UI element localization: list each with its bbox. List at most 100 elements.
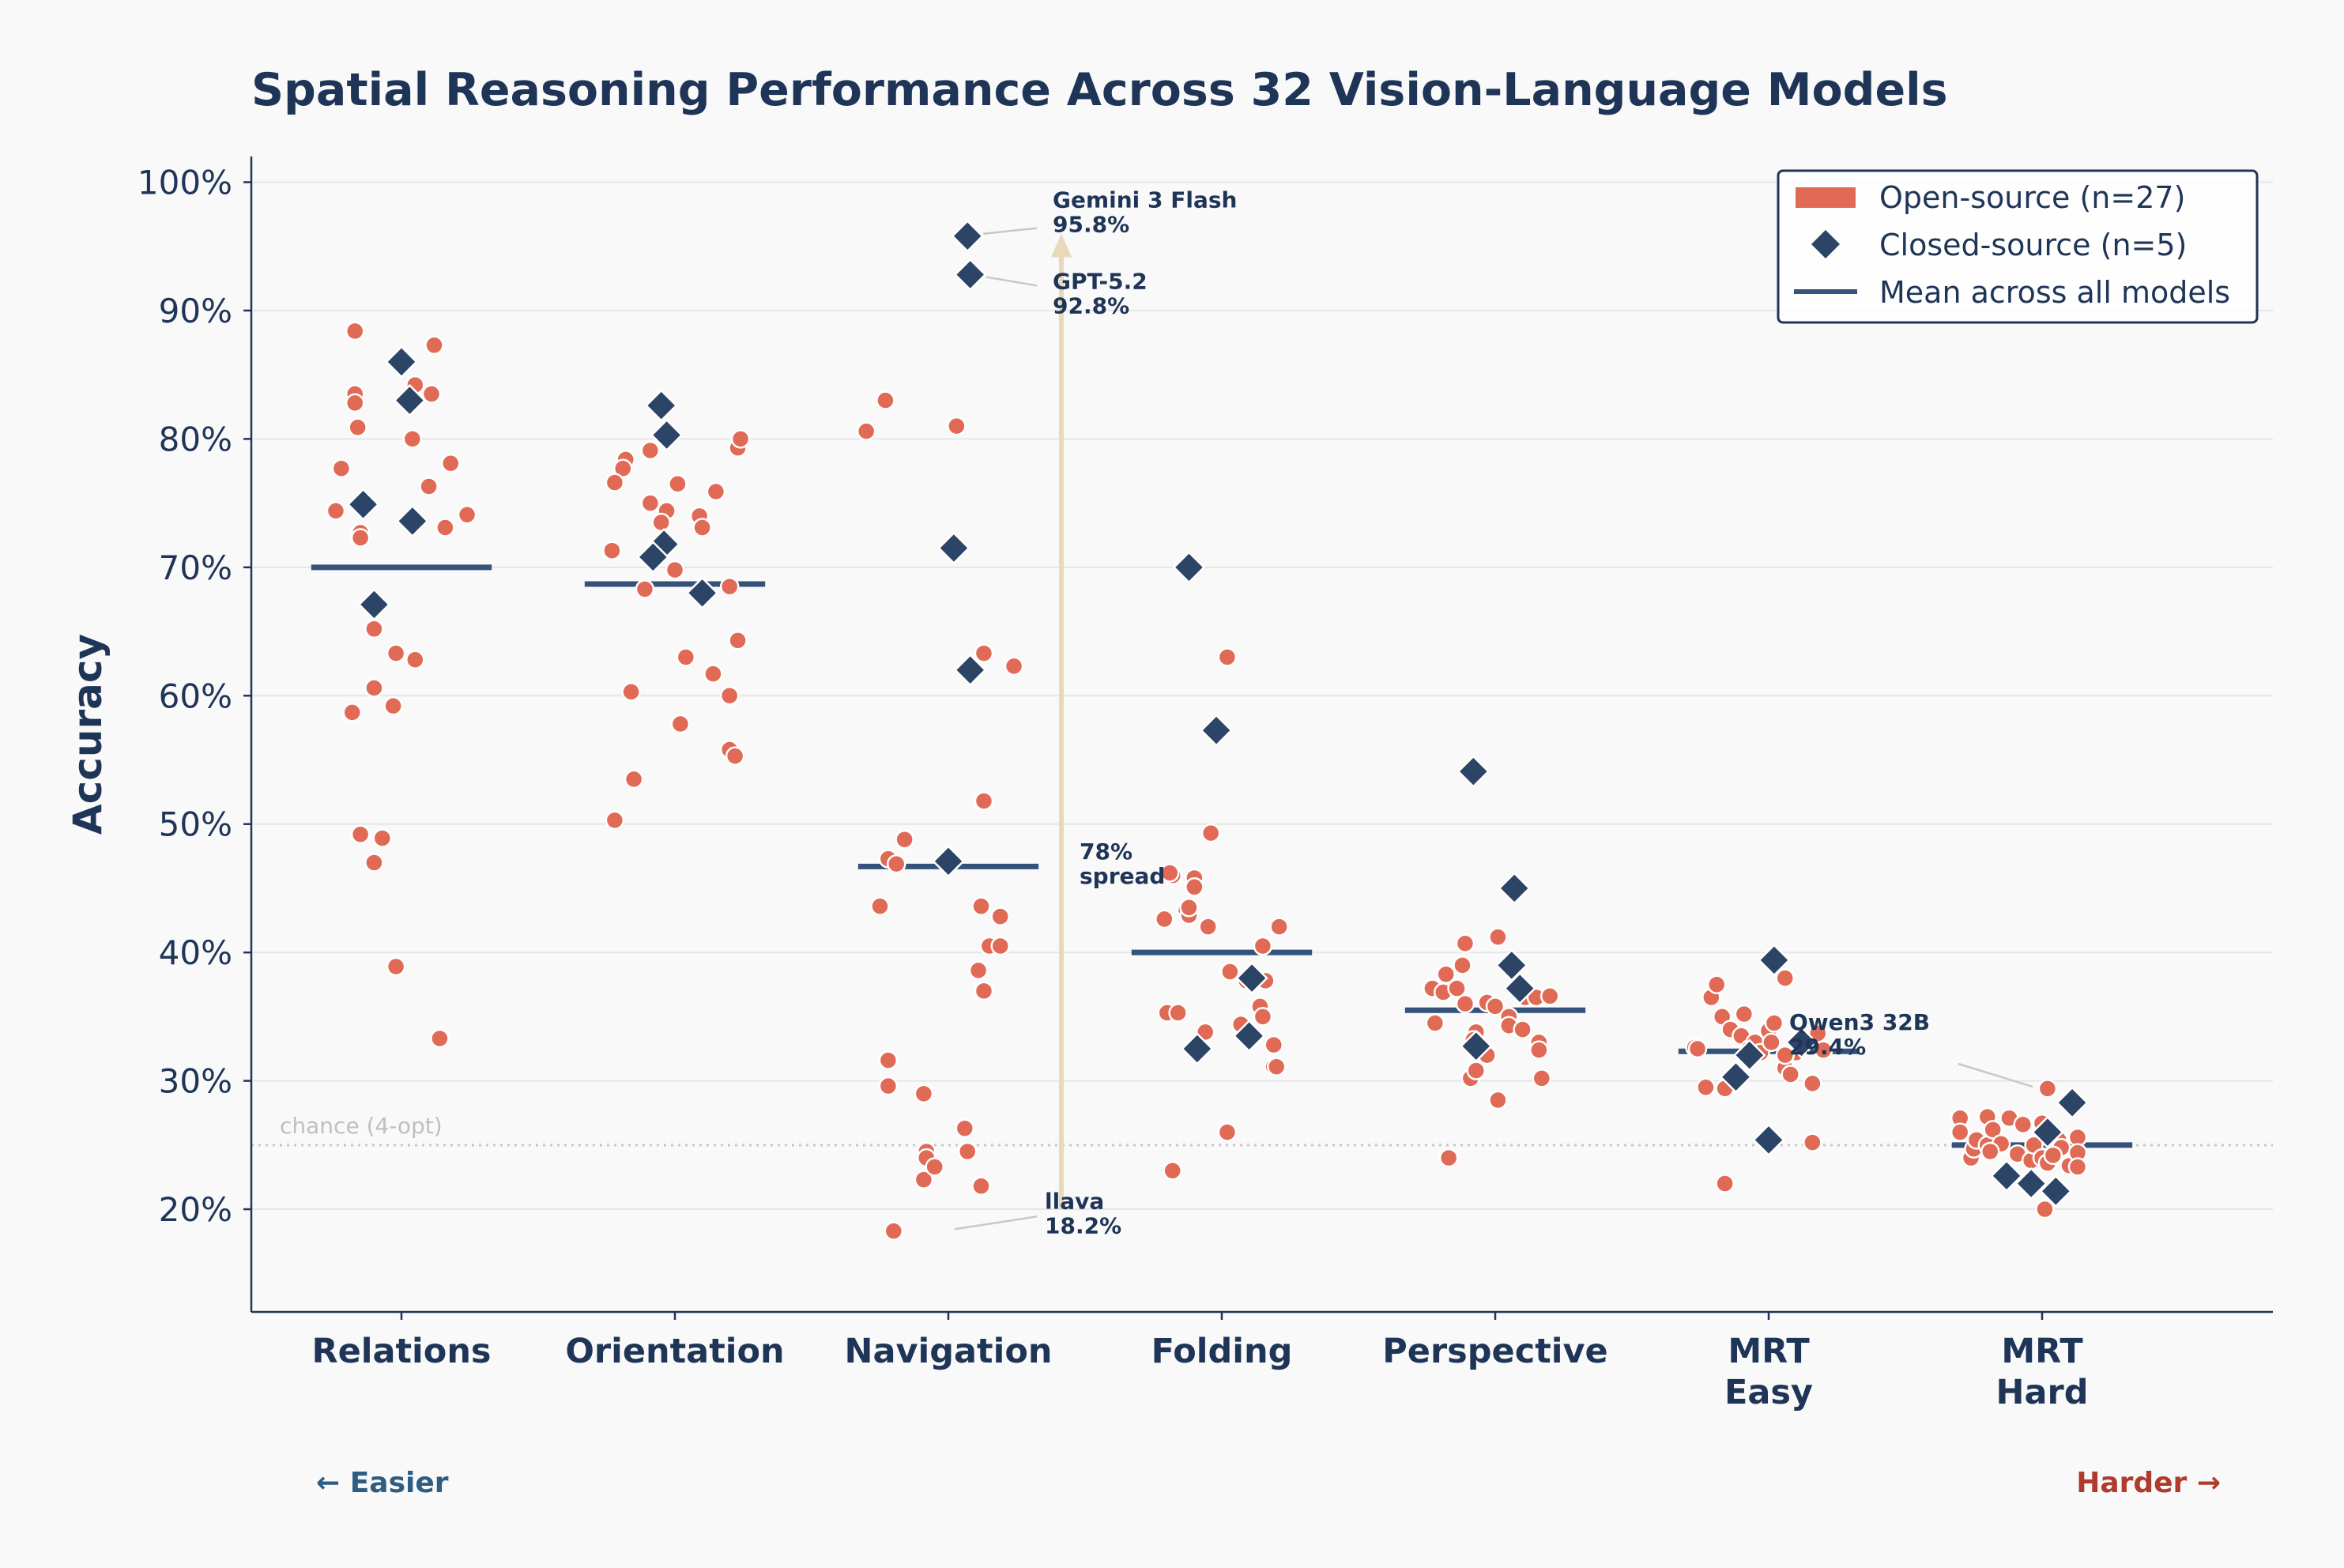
open-source-point (1983, 1120, 2003, 1140)
open-source-point (725, 746, 745, 766)
closed-source-point (1719, 1060, 1753, 1094)
open-source-point (386, 643, 406, 663)
closed-source-point (1758, 944, 1791, 977)
open-source-point (1813, 1040, 1833, 1060)
open-source-point (1687, 1038, 1708, 1059)
closed-source-point (937, 531, 970, 565)
open-source-point (1539, 986, 1560, 1006)
open-source-point (1453, 956, 1472, 975)
open-source-point (1185, 877, 1204, 897)
data-points (326, 219, 2089, 1241)
llava-leader (954, 1216, 1038, 1231)
open-source-point (2013, 1114, 2033, 1135)
open-source-point (405, 650, 425, 670)
x-tick-label: Navigation (844, 1332, 1052, 1371)
spread-arrow-group (1051, 233, 1072, 1210)
open-source-point (1466, 1061, 1487, 1080)
open-source-point (1198, 917, 1218, 937)
open-source-point (1160, 863, 1180, 883)
y-axis-label: Accuracy (65, 634, 111, 835)
open-source-point (971, 1176, 991, 1197)
open-source-point (1455, 933, 1475, 954)
closed-source-point (1498, 872, 1531, 905)
legend: Open-source (n=27) Closed-source (n=5) Mea… (1777, 169, 2259, 324)
gpt-leader (985, 276, 1038, 287)
open-source-point (1455, 993, 1475, 1014)
open-source-point (402, 429, 423, 449)
easier-label: ← Easier (316, 1467, 449, 1499)
open-source-point (728, 631, 748, 650)
x-axis-ticks: Relations Orientation Navigation Folding Per… (311, 1312, 2089, 1412)
open-source-point (856, 421, 876, 441)
closed-source-point (932, 845, 965, 878)
closed-source-point (346, 488, 380, 521)
open-source-point (706, 481, 726, 502)
open-source-point (925, 1157, 944, 1177)
open-source-point (1734, 1004, 1754, 1024)
open-source-point (1715, 1174, 1735, 1193)
open-source-point (1168, 1003, 1188, 1023)
open-source-point (1269, 917, 1289, 937)
open-source-point (1163, 1161, 1182, 1181)
open-source-point (1253, 1007, 1273, 1027)
open-source-point (1253, 936, 1273, 956)
closed-source-point (1200, 714, 1233, 747)
closed-source-point (1232, 1019, 1266, 1053)
y-tick-label: 100% (138, 163, 232, 202)
open-source-point (613, 458, 633, 478)
y-tick-label: 40% (159, 933, 232, 972)
open-source-point (665, 560, 685, 580)
closed-source-point (396, 504, 429, 538)
closed-source-point (636, 541, 670, 574)
gpt-annotation: GPT-5.2 92.8% (1053, 268, 1148, 318)
closed-source-point (1172, 551, 1206, 584)
closed-source-point (953, 258, 987, 292)
open-source-point (1775, 968, 1796, 988)
closed-source-point (1752, 1123, 1785, 1157)
qwen-annotation: Qwen3 32B 29.4% (1789, 1009, 1930, 1060)
open-source-point (990, 906, 1010, 926)
open-source-point (350, 824, 371, 844)
open-source-point (635, 579, 655, 599)
open-source-point (1488, 927, 1508, 947)
chart-title: Spatial Reasoning Performance Across 32 … (251, 64, 1948, 116)
open-source-point (2035, 1199, 2055, 1219)
gemini-annotation: Gemini 3 Flash 95.8% (1053, 187, 1237, 238)
legend-box (1777, 169, 2259, 324)
closed-source-point (1503, 971, 1536, 1005)
closed-source-point (953, 654, 987, 687)
open-source-point (640, 493, 661, 513)
closed-source-point (1181, 1032, 1214, 1065)
open-source-point (703, 664, 723, 684)
open-source-point (887, 854, 906, 874)
closed-source-point (951, 219, 984, 253)
open-source-point (914, 1170, 934, 1189)
open-source-point (331, 458, 352, 478)
x-tick-label: Folding (1151, 1332, 1293, 1371)
open-source-point (668, 473, 688, 494)
open-source-point (602, 541, 622, 560)
annotations: Gemini 3 Flash 95.8% GPT-5.2 92.8% llava 18.2… (954, 187, 2033, 1238)
open-source-point (1764, 1013, 1784, 1033)
harder-label: Harder → (2076, 1467, 2221, 1499)
qwen-leader (1958, 1062, 2033, 1088)
gemini-leader (983, 227, 1038, 235)
y-tick-label: 30% (159, 1062, 232, 1101)
chance-line-group: chance (4-opt) (251, 1113, 2273, 1147)
closed-source-point (1784, 1026, 1818, 1059)
closed-source-point (385, 345, 418, 379)
closed-source-point (357, 588, 391, 621)
open-source-point (870, 896, 890, 916)
open-source-point (345, 321, 365, 341)
open-source-point (1980, 1141, 2000, 1162)
open-source-point (719, 686, 740, 706)
open-source-point (1436, 964, 1456, 985)
legend-closed-marker (1811, 230, 1840, 258)
open-source-point (719, 576, 740, 597)
open-source-point (1438, 1148, 1459, 1168)
open-source-point (435, 518, 455, 537)
open-source-point (364, 619, 384, 639)
open-source-point (974, 981, 994, 1001)
open-source-point (386, 956, 406, 977)
open-source-point (1425, 1013, 1445, 1033)
